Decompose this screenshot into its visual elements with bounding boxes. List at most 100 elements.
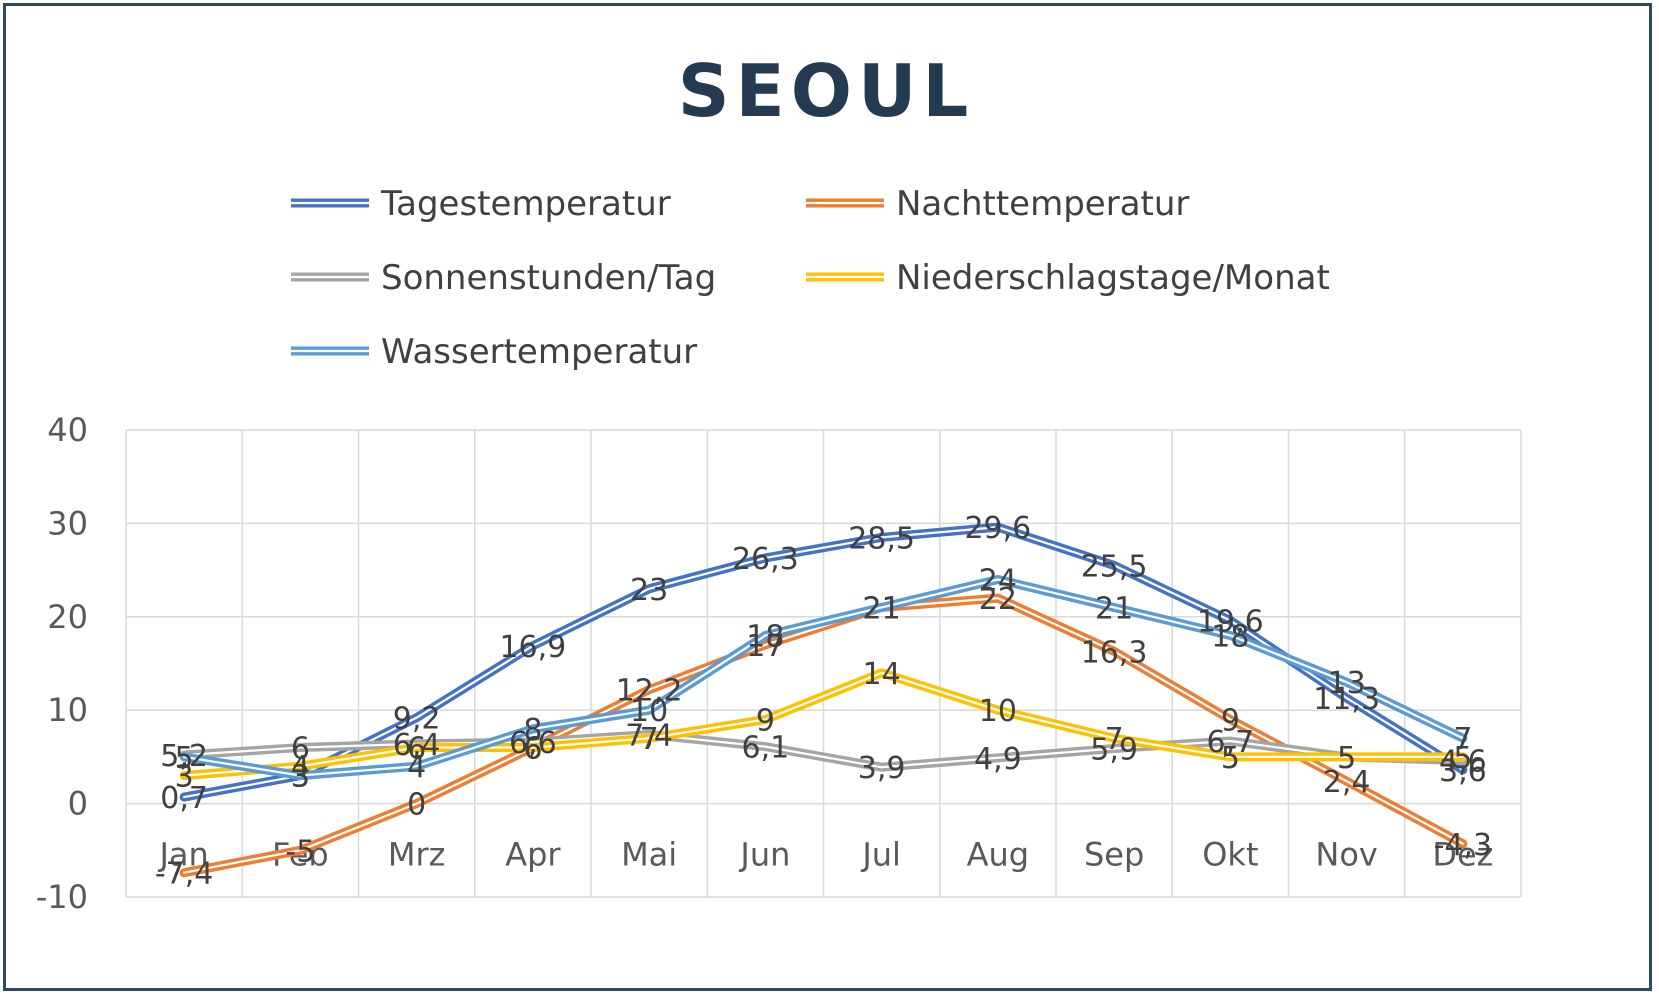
data-label-wassertemperatur: 21 (863, 591, 901, 626)
data-label-wassertemperatur: 4 (407, 750, 426, 785)
y-tick-label: 0 (68, 785, 88, 823)
data-label-niederschlagstage-monat: 5 (1221, 741, 1240, 776)
data-label-wassertemperatur: 24 (979, 563, 1017, 598)
data-label-nachttemperatur: 12,2 (616, 674, 683, 709)
y-tick-label: 30 (47, 504, 88, 542)
data-label-tagestemperatur: 25,5 (1081, 549, 1148, 584)
series-line-highlight (183, 526, 1464, 799)
data-label-tagestemperatur: 11,3 (1313, 682, 1380, 717)
series-group (179, 522, 1468, 878)
x-tick-label-jul: Jul (860, 836, 901, 874)
x-tick-label-apr: Apr (505, 836, 561, 874)
series-sonnenstunden-tag (179, 729, 1468, 772)
line-chart: SEOUL Tagestemperatur Nachttemperatur Sonn… (36, 49, 1522, 916)
series-line-highlight (183, 578, 1464, 777)
data-label-tagestemperatur: 28,5 (848, 521, 915, 556)
series-wassertemperatur (179, 574, 1468, 781)
data-label-wassertemperatur: 5 (175, 741, 194, 776)
data-label-niederschlagstage-monat: 5 (1453, 741, 1472, 776)
legend-label: Wassertemperatur (381, 332, 697, 372)
data-label-tagestemperatur: 0,7 (160, 781, 208, 816)
data-label-niederschlagstage-monat: 9 (756, 704, 775, 739)
data-label-niederschlagstage-monat: 6 (407, 732, 426, 767)
legend-item-tagestemperatur: Tagestemperatur (291, 184, 671, 224)
legend-label: Nachttemperatur (896, 184, 1189, 224)
data-label-sonnenstunden-tag: 5,2 (160, 739, 208, 774)
legend-item-niederschlagstage-monat: Niederschlagstage/Monat (806, 258, 1330, 298)
data-label-nachttemperatur: 21 (863, 591, 901, 626)
data-label-niederschlagstage-monat: 7 (1105, 722, 1124, 757)
data-label-niederschlagstage-monat: 3 (175, 760, 194, 795)
data-label-sonnenstunden-tag: 6,6 (509, 726, 557, 761)
data-label-tagestemperatur: 9,2 (393, 702, 441, 737)
data-label-tagestemperatur: 3 (291, 760, 310, 795)
data-label-nachttemperatur: 17 (746, 629, 784, 664)
data-label-sonnenstunden-tag: 3,9 (858, 751, 906, 786)
x-axis: Jan Feb Mrz Apr Mai Jun Jul Aug Sep Okt Nov Dez (157, 836, 1493, 874)
legend-label: Sonnenstunden/Tag (381, 258, 716, 298)
data-label-nachttemperatur: 9 (1221, 704, 1240, 739)
data-label-niederschlagstage-monat: 10 (979, 694, 1017, 729)
legend-label: Tagestemperatur (380, 184, 671, 224)
data-label-nachttemperatur: 0 (407, 788, 426, 823)
data-label-tagestemperatur: 26,3 (732, 542, 799, 577)
data-label-wassertemperatur: 18 (746, 619, 784, 654)
data-label-wassertemperatur: 18 (1211, 619, 1249, 654)
x-tick-label-nov: Nov (1315, 836, 1377, 874)
data-label-niederschlagstage-monat: 6 (523, 732, 542, 767)
series-line-highlight (183, 733, 1464, 769)
data-label-nachttemperatur: 2,4 (1323, 765, 1371, 800)
y-axis: -10 0 10 20 30 40 (36, 411, 88, 916)
data-label-tagestemperatur: 29,6 (964, 511, 1031, 546)
data-label-sonnenstunden-tag: 5 (1337, 741, 1356, 776)
data-label-nachttemperatur: -7,4 (155, 857, 214, 892)
data-label-tagestemperatur: 19,6 (1197, 605, 1264, 640)
x-tick-label-sep: Sep (1084, 836, 1144, 874)
data-label-wassertemperatur: 13 (1328, 666, 1366, 701)
data-label-niederschlagstage-monat: 4 (291, 750, 310, 785)
y-tick-label: -10 (36, 878, 88, 916)
data-label-wassertemperatur: 7 (1453, 722, 1472, 757)
data-label-nachttemperatur: 22 (979, 582, 1017, 617)
series-line-highlight (183, 597, 1464, 874)
data-label-sonnenstunden-tag: 7,4 (625, 718, 673, 753)
data-label-nachttemperatur: 6 (523, 732, 542, 767)
y-tick-label: 20 (47, 598, 88, 636)
data-label-wassertemperatur: 3 (291, 760, 310, 795)
data-label-nachttemperatur: 16,3 (1081, 635, 1148, 670)
chart-title: SEOUL (678, 49, 975, 133)
data-label-sonnenstunden-tag: 6,1 (742, 731, 790, 766)
x-tick-label-mai: Mai (621, 836, 677, 874)
data-label-sonnenstunden-tag: 6,7 (1207, 725, 1255, 760)
series-niederschlagstage-monat (179, 668, 1468, 781)
data-label-niederschlagstage-monat: 5 (1337, 741, 1356, 776)
legend: Tagestemperatur Nachttemperatur Sonnenstun… (291, 184, 1330, 372)
data-label-tagestemperatur: 16,9 (499, 630, 566, 665)
legend-item-wassertemperatur: Wassertemperatur (291, 332, 697, 372)
chart-frame: SEOUL Tagestemperatur Nachttemperatur Sonn… (3, 3, 1652, 991)
data-label-tagestemperatur: 23 (630, 573, 668, 608)
data-label-sonnenstunden-tag: 5,9 (1090, 732, 1138, 767)
data-label-nachttemperatur: -4,3 (1434, 828, 1493, 863)
legend-item-sonnenstunden-tag: Sonnenstunden/Tag (291, 258, 716, 298)
data-label-wassertemperatur: 10 (630, 694, 668, 729)
series-tagestemperatur (179, 522, 1468, 802)
data-label-sonnenstunden-tag: 4,9 (974, 742, 1022, 777)
data-label-tagestemperatur: 3,6 (1439, 754, 1487, 789)
data-label-niederschlagstage-monat: 14 (863, 657, 901, 692)
data-label-sonnenstunden-tag: 6 (291, 732, 310, 767)
x-tick-label-jun: Jun (738, 836, 790, 874)
data-label-nachttemperatur: -5 (285, 834, 315, 869)
x-tick-label-okt: Okt (1202, 836, 1258, 874)
data-label-wassertemperatur: 21 (1095, 591, 1133, 626)
y-tick-label: 40 (47, 411, 88, 449)
data-label-niederschlagstage-monat: 7 (640, 722, 659, 757)
data-label-wassertemperatur: 8 (523, 713, 542, 748)
data-label-sonnenstunden-tag: 4,6 (1439, 745, 1487, 780)
legend-item-nachttemperatur: Nachttemperatur (806, 184, 1189, 224)
y-tick-label: 10 (47, 691, 88, 729)
series-line-highlight (183, 671, 1464, 777)
x-tick-label-aug: Aug (967, 836, 1029, 874)
